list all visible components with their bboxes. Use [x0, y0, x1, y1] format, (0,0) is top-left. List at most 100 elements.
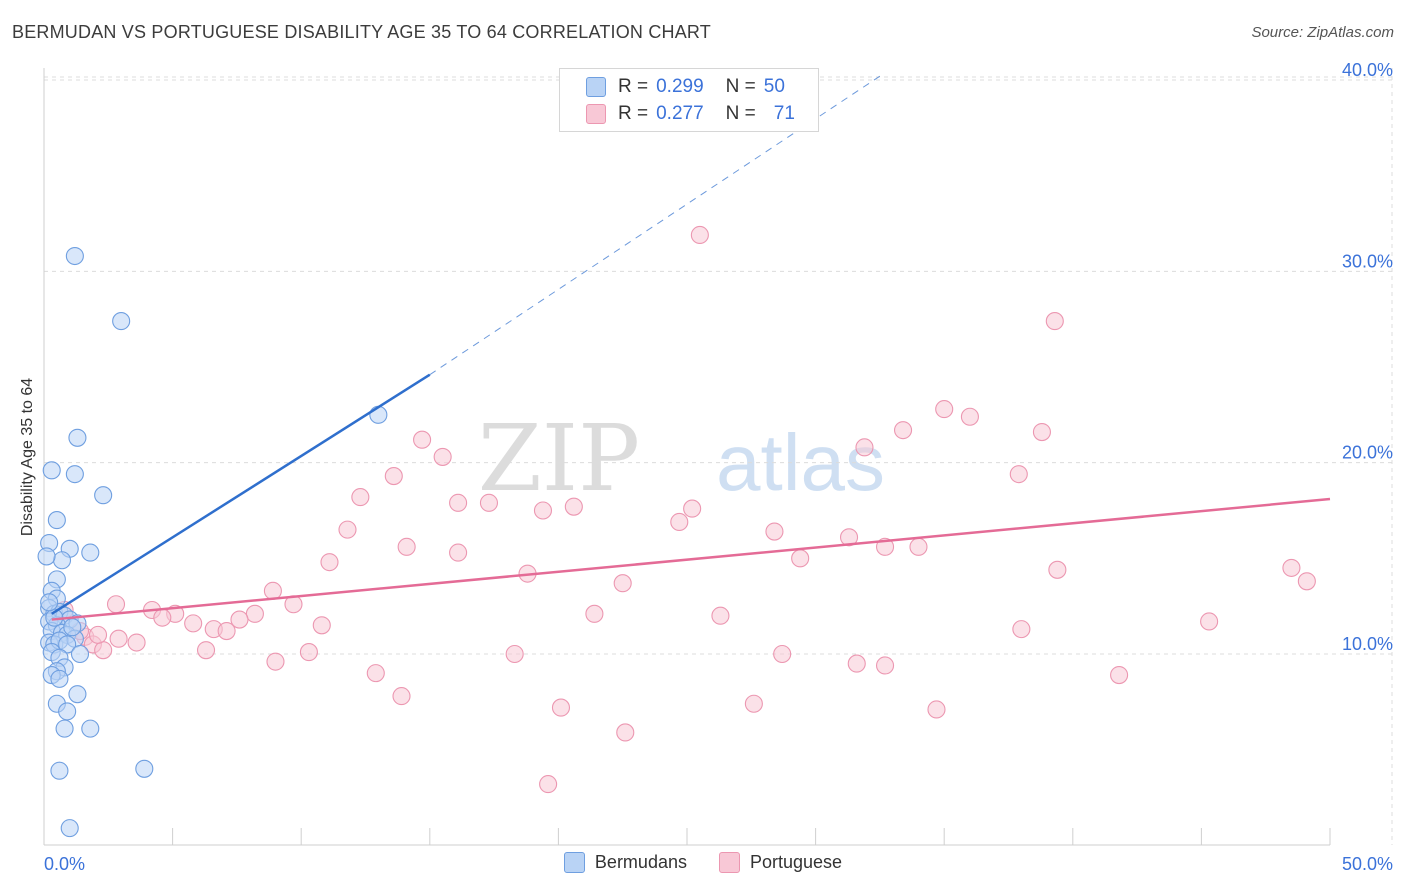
portuguese-point [384, 467, 403, 486]
bermudan-point [42, 461, 61, 480]
bermudan-point [65, 246, 84, 266]
portuguese-point [1297, 572, 1316, 591]
bermudan-point [50, 761, 69, 780]
legend-row-portuguese: R = 0.277 N = 71 [586, 102, 795, 126]
portuguese-point [196, 641, 216, 660]
bermudan-point [81, 543, 100, 562]
y-tick-label: 40.0% [1342, 60, 1393, 80]
bermudan-point [63, 618, 82, 637]
portuguese-point [711, 606, 730, 625]
legend-label: Portuguese [749, 852, 843, 872]
bermudans-swatch [563, 852, 585, 873]
legend-item-bermudans: Bermudans [563, 852, 687, 873]
portuguese-point [184, 614, 203, 633]
bermudan-point [94, 486, 113, 505]
portuguese-point [773, 644, 792, 664]
portuguese-point [94, 641, 113, 660]
watermark-atlas: atlas [716, 418, 885, 507]
portuguese-point [1009, 465, 1028, 484]
data-points [37, 225, 1316, 838]
portuguese-point [927, 700, 946, 719]
portuguese-point [413, 430, 432, 449]
portuguese-point [744, 694, 763, 713]
portuguese-point [690, 225, 709, 245]
correlation-legend: R = 0.299 N = 50 R = 0.277 N = 71 [559, 68, 819, 132]
portuguese-swatch [586, 104, 606, 124]
r-value: 0.277 [656, 103, 704, 124]
tick-labels: 10.0% 20.0% 30.0% 40.0% 0.0% 50.0% [44, 60, 1393, 874]
bermudan-point [37, 547, 56, 566]
portuguese-point [1045, 312, 1064, 331]
portuguese-point [505, 644, 524, 664]
portuguese-trend-line [51, 497, 1331, 621]
portuguese-point [479, 493, 499, 512]
portuguese-point [397, 537, 416, 556]
portuguese-point [539, 775, 558, 794]
y-tick-label: 10.0% [1342, 634, 1393, 654]
watermark-zip: ZIP [478, 405, 640, 512]
portuguese-point [613, 574, 632, 593]
portuguese-point [847, 654, 866, 673]
portuguese-point [449, 543, 468, 562]
portuguese-point [217, 621, 236, 641]
portuguese-point [88, 625, 108, 644]
portuguese-point [935, 400, 954, 419]
bermudan-point [70, 644, 90, 664]
bermudan-point [112, 312, 131, 331]
portuguese-point [533, 501, 553, 520]
bermudan-point [47, 511, 66, 530]
trend-lines [51, 75, 1331, 621]
n-value: 50 [763, 76, 785, 97]
axes [43, 68, 1331, 846]
bermudan-point [135, 759, 154, 778]
bermudan-point [52, 551, 72, 570]
bermudan-point [65, 465, 84, 484]
bermudan-point [58, 702, 77, 721]
portuguese-point [153, 608, 172, 627]
portuguese-point [585, 604, 604, 623]
portuguese-point [839, 528, 859, 547]
portuguese-point [245, 604, 264, 623]
portuguese-point [351, 488, 370, 507]
portuguese-point [230, 610, 249, 629]
bermudan-point [81, 719, 100, 738]
chart-title: BERMUDAN VS PORTUGUESE DISABILITY AGE 35… [12, 22, 711, 42]
portuguese-point [299, 643, 318, 662]
portuguese-point [960, 407, 979, 426]
n-value: 71 [773, 103, 795, 124]
legend-row-bermudans: R = 0.299 N = 50 [586, 75, 785, 99]
portuguese-point [109, 629, 128, 648]
bermudan-point [50, 669, 69, 688]
portuguese-point [893, 421, 913, 440]
y-tick-label: 20.0% [1342, 443, 1393, 463]
portuguese-point [875, 656, 895, 675]
bermudan-point [40, 593, 59, 612]
portuguese-swatch [718, 852, 740, 873]
r-value: 0.299 [656, 76, 704, 97]
portuguese-point [855, 438, 874, 457]
portuguese-point [338, 520, 357, 539]
bermudan-point [68, 685, 87, 704]
bermudan-point [55, 719, 74, 738]
n-label: N = [725, 103, 756, 124]
portuguese-point [1048, 560, 1067, 579]
portuguese-point [551, 698, 571, 717]
portuguese-point [449, 493, 468, 512]
x-tick-label-min: 0.0% [44, 854, 85, 874]
portuguese-point [106, 595, 126, 614]
y-tick-label: 30.0% [1342, 251, 1393, 271]
source-credit: Source: ZipAtlas.com [1251, 24, 1394, 41]
portuguese-point [1110, 665, 1129, 685]
portuguese-point [564, 497, 583, 516]
bermudan-point [60, 819, 79, 838]
bermudan-trend-line [51, 373, 431, 615]
x-tick-label-max: 50.0% [1342, 854, 1393, 874]
series-legend: Bermudans Portuguese [0, 852, 1406, 873]
portuguese-point [263, 581, 282, 600]
portuguese-point [127, 633, 146, 652]
bermudan-point [369, 405, 388, 424]
r-label: R = [618, 103, 649, 124]
portuguese-point [909, 537, 928, 556]
bermudans-swatch [586, 77, 606, 97]
